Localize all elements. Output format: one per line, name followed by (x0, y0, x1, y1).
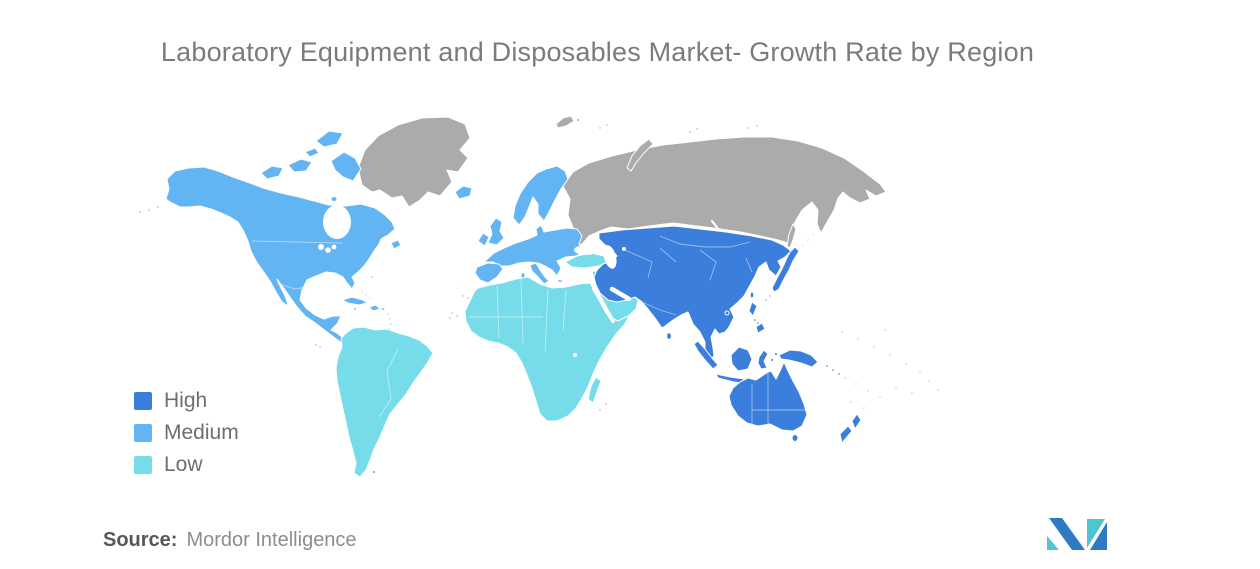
legend-item-medium: Medium (134, 421, 239, 444)
region-svalbard (555, 115, 575, 129)
regions-high (593, 225, 862, 444)
great-lakes (318, 244, 324, 250)
region-scandinavia (512, 165, 569, 226)
caspian-sea (603, 245, 617, 269)
mordor-intelligence-logo (1047, 518, 1107, 550)
region-south-america (335, 326, 434, 478)
red-sea (592, 287, 615, 323)
region-sakhalin (786, 223, 797, 249)
hudson-bay (323, 205, 351, 239)
legend-swatch-high (134, 392, 152, 410)
regions-no-data (314, 115, 940, 475)
region-tasmania (791, 434, 799, 442)
region-taiwan (749, 291, 755, 299)
region-africa (464, 276, 631, 422)
sea-channels (592, 219, 721, 323)
legend: High Medium Low (134, 389, 239, 488)
region-canadian-arctic-islands (260, 130, 402, 250)
legend-label-high: High (164, 389, 208, 412)
great-lakes (331, 244, 337, 250)
region-greenland (357, 116, 471, 208)
black-sea (574, 245, 598, 255)
region-asia (593, 225, 792, 362)
region-iberia (474, 262, 504, 284)
small-islands-gray (314, 118, 940, 475)
legend-swatch-low (134, 456, 152, 474)
persian-gulf (609, 286, 632, 302)
regions-low (335, 252, 639, 478)
source: Source: Mordor Intelligence (103, 529, 357, 552)
legend-item-low: Low (134, 453, 239, 476)
region-iceland (454, 185, 473, 200)
great-lakes (325, 247, 331, 253)
lake-baikal (710, 219, 721, 232)
region-new-zealand-north (851, 413, 862, 430)
region-italy (529, 262, 550, 285)
region-japan (771, 246, 800, 293)
legend-label-low: Low (164, 453, 203, 476)
logo-right-blue-triangle (1090, 522, 1107, 550)
country-borders (251, 235, 806, 426)
region-aleutians (138, 205, 160, 214)
source-label: Source: (103, 529, 178, 551)
region-novaya-zemlya (626, 138, 654, 172)
region-hainan (724, 310, 730, 316)
legend-item-high: High (134, 389, 239, 412)
region-north-america (165, 166, 396, 348)
legend-swatch-medium (134, 424, 152, 442)
page-title: Laboratory Equipment and Disposables Mar… (160, 37, 1035, 68)
region-madagascar (587, 376, 602, 404)
region-ireland (477, 232, 490, 247)
region-sri-lanka (666, 332, 672, 340)
logo-diagonal-band (1049, 518, 1085, 550)
legend-label-medium: Medium (164, 421, 239, 444)
lake-victoria (573, 353, 577, 357)
source-value: Mordor Intelligence (186, 529, 357, 551)
region-melanesia (825, 364, 841, 376)
region-new-zealand-south (839, 425, 853, 444)
water-bodies (318, 205, 626, 357)
logo-right-teal-triangle (1087, 519, 1105, 548)
region-caribbean (341, 290, 393, 334)
region-russia (562, 136, 887, 248)
logo-left-triangle (1047, 536, 1059, 550)
region-uk (487, 217, 505, 246)
region-new-guinea (778, 349, 819, 368)
region-crete (556, 279, 564, 283)
